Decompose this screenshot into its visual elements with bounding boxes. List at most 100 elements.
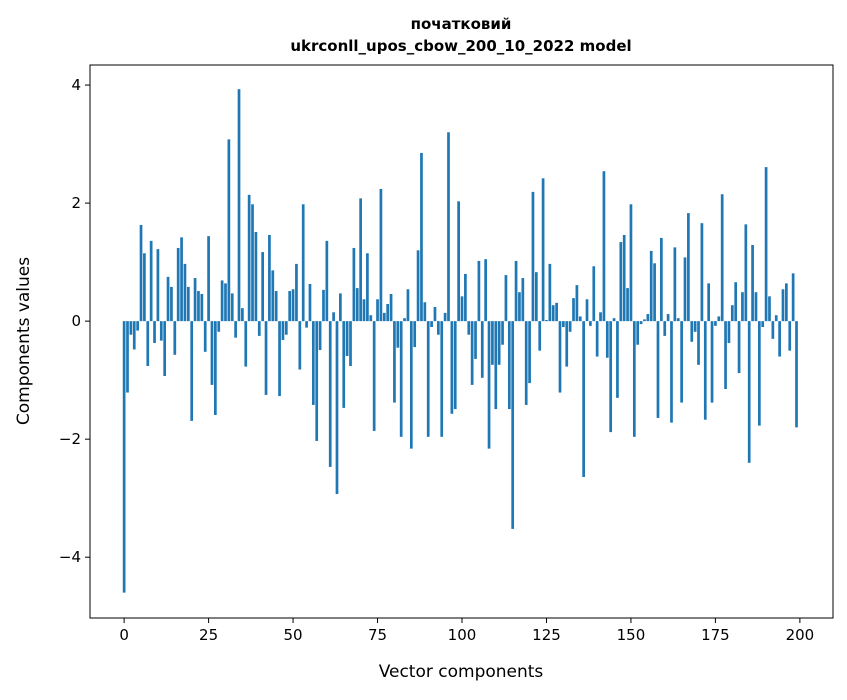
bar-95 <box>443 312 447 322</box>
bar-159 <box>660 237 663 322</box>
bar-197 <box>788 321 792 351</box>
bar-101 <box>464 273 467 322</box>
bar-13 <box>166 276 170 322</box>
bar-148 <box>622 234 626 322</box>
x-tick-label: 125 <box>532 626 561 644</box>
bar-189 <box>761 321 765 328</box>
x-axis-ticks: 0 25 50 75 100 125 150 175 200 <box>119 618 814 644</box>
bar-131 <box>565 321 569 367</box>
bar-92 <box>433 306 437 322</box>
bar-25 <box>207 236 210 322</box>
bar-138 <box>589 321 592 326</box>
bar-88 <box>420 152 423 322</box>
bar-174 <box>710 321 714 403</box>
bar-117 <box>518 292 521 322</box>
bar-16 <box>176 247 180 322</box>
bar-124 <box>541 178 545 322</box>
bar-87 <box>416 250 420 322</box>
bar-147 <box>619 242 623 322</box>
bar-112 <box>501 321 504 345</box>
bar-102 <box>467 321 471 335</box>
bar-37 <box>247 194 251 322</box>
bar-43 <box>268 234 271 322</box>
bar-19 <box>186 286 190 322</box>
bar-120 <box>528 321 531 384</box>
bar-107 <box>484 259 488 322</box>
bar-193 <box>774 315 778 322</box>
bar-44 <box>271 270 275 322</box>
bar-151 <box>632 321 636 437</box>
bar-145 <box>612 318 616 322</box>
bar-10 <box>156 249 160 322</box>
bar-118 <box>521 278 525 322</box>
bar-36 <box>244 321 248 367</box>
bar-115 <box>511 321 515 529</box>
bar-105 <box>477 260 481 322</box>
bar-90 <box>426 321 430 437</box>
bar-185 <box>747 321 751 463</box>
bar-182 <box>737 321 741 374</box>
x-axis-label: Vector components <box>379 662 544 682</box>
bar-139 <box>592 266 596 322</box>
bar-104 <box>474 321 477 359</box>
bar-77 <box>382 312 386 322</box>
y-tick-label: 0 <box>71 312 81 330</box>
y-axis-ticks: −4 −2 0 2 4 <box>59 76 90 566</box>
bar-61 <box>328 321 332 467</box>
bar-33 <box>234 321 237 338</box>
bar-172 <box>703 321 707 420</box>
bar-127 <box>551 305 555 322</box>
bar-72 <box>366 253 369 322</box>
bar-109 <box>491 321 494 365</box>
bar-121 <box>531 191 535 322</box>
bar-45 <box>274 291 278 322</box>
bar-144 <box>609 321 613 433</box>
x-tick-label: 200 <box>786 626 815 644</box>
bar-17 <box>180 237 183 322</box>
bar-143 <box>605 321 609 358</box>
bar-129 <box>558 321 562 393</box>
bar-40 <box>257 321 261 336</box>
x-tick-label: 50 <box>284 626 303 644</box>
bar-59 <box>322 289 325 322</box>
bar-116 <box>514 260 518 322</box>
bar-128 <box>555 302 558 322</box>
bar-155 <box>646 314 650 322</box>
bar-170 <box>697 321 700 365</box>
bar-178 <box>724 321 727 390</box>
bar-9 <box>153 321 156 343</box>
bar-169 <box>693 321 697 332</box>
bar-65 <box>342 321 346 408</box>
x-tick-label: 100 <box>448 626 477 644</box>
bar-93 <box>437 321 440 335</box>
bar-57 <box>315 321 319 441</box>
bar-165 <box>680 321 683 403</box>
x-tick-label: 175 <box>701 626 730 644</box>
bar-198 <box>791 273 795 322</box>
bar-154 <box>643 319 646 322</box>
bars-group <box>122 89 798 593</box>
bar-85 <box>409 321 413 449</box>
bar-55 <box>308 283 312 322</box>
bar-64 <box>339 293 342 322</box>
bar-111 <box>497 321 501 365</box>
x-tick-label: 25 <box>199 626 218 644</box>
bar-76 <box>379 188 383 322</box>
bar-135 <box>578 316 582 322</box>
bar-75 <box>376 299 379 322</box>
bar-103 <box>470 321 474 385</box>
y-axis-label: Components values <box>14 257 34 425</box>
bar-6 <box>143 253 146 322</box>
bar-86 <box>413 321 417 348</box>
bar-56 <box>311 321 315 405</box>
bar-3 <box>132 321 136 350</box>
bar-106 <box>480 321 484 378</box>
bar-179 <box>727 321 731 343</box>
bar-60 <box>325 240 329 322</box>
bar-12 <box>163 321 167 377</box>
bar-21 <box>193 278 197 322</box>
bar-168 <box>690 321 694 342</box>
bar-98 <box>453 321 457 410</box>
bar-119 <box>524 321 528 405</box>
chart-title-line-1: початковий <box>411 15 512 33</box>
